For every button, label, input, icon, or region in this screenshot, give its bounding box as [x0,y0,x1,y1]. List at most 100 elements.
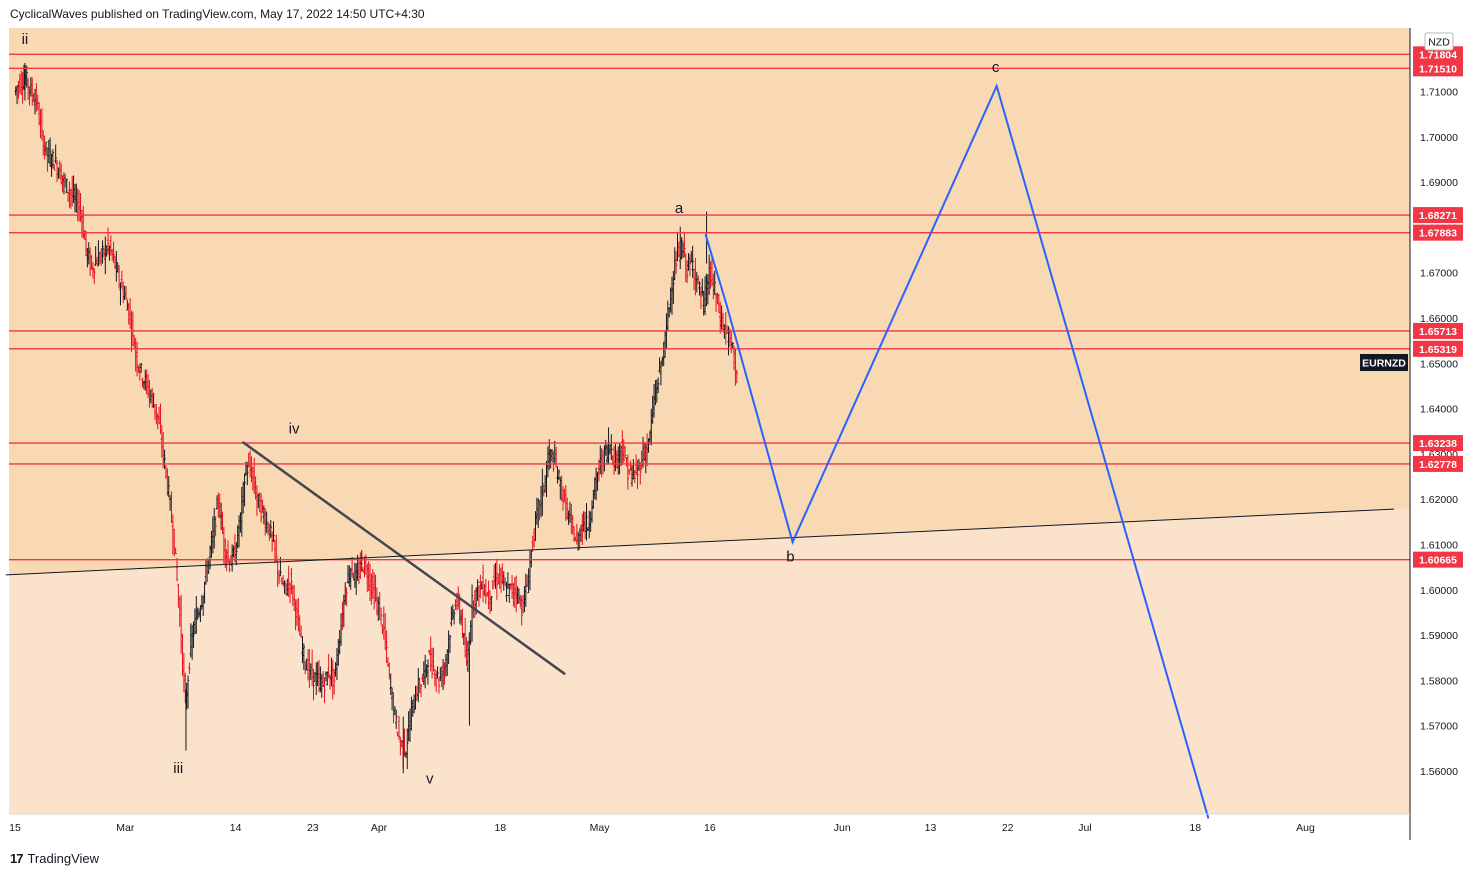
price-tick: 1.61000 [1420,539,1458,551]
candle [269,520,272,538]
candle [490,596,493,612]
candle [54,144,57,164]
candle [275,534,278,562]
time-tick: 18 [494,822,506,834]
price-tick: 1.65000 [1420,358,1458,370]
candle [192,621,195,649]
level-label: 1.62778 [1413,455,1463,472]
level-label: 1.67883 [1413,224,1463,241]
price-tick: 1.69000 [1420,177,1458,189]
candle [470,584,474,642]
level-label-bg [1413,207,1463,224]
candle [520,595,523,626]
candle [432,647,435,672]
candle [25,65,28,88]
level-label: 1.65319 [1413,340,1463,357]
time-tick: Jul [1078,822,1091,834]
level-label-text: 1.62778 [1419,459,1457,471]
candle [437,678,441,694]
candle [484,579,488,605]
candle [292,585,296,612]
time-axis[interactable]: 15 Mar 14 23 Apr 18 May 16 Jun 13 22 Jul 18 Aug [9,822,1315,834]
wave-label: iv [289,420,300,437]
candle [228,559,231,573]
candle [552,450,555,472]
candle [397,715,401,740]
currency-label: NZD [1428,37,1450,49]
level-label-bg [1413,322,1463,339]
candle [65,178,68,194]
candle [656,377,660,394]
candle [585,503,588,541]
candle [124,285,128,300]
candle [713,270,716,296]
level-label-text: 1.71804 [1419,49,1457,61]
candle [476,579,479,601]
candle [112,241,115,264]
candle [372,572,376,610]
candle [199,605,202,622]
time-tick: 23 [307,822,319,834]
level-label-text: 1.63238 [1419,438,1457,450]
price-tick: 1.64000 [1420,404,1458,416]
trendline [242,441,566,675]
candle [680,237,683,260]
tradingview-brand[interactable]: TradingView [27,851,100,866]
level-label-text: 1.65713 [1419,326,1457,338]
price-tick: 1.67000 [1420,268,1458,280]
candle [175,557,179,582]
candle [639,462,642,485]
candle [636,459,639,490]
tradingview-logo-icon[interactable]: 17 [10,851,24,866]
candle [414,685,417,710]
candle [448,634,452,653]
candle [674,250,678,274]
candle [426,659,430,685]
price-tick: 1.57000 [1420,721,1458,733]
level-label-bg [1413,435,1463,452]
level-label-text: 1.67883 [1419,228,1457,240]
candle [163,449,166,470]
candle [345,587,348,607]
price-tick: 1.56000 [1420,766,1458,778]
candle [436,666,439,679]
candle [44,141,48,156]
candle [152,392,155,408]
candle [495,558,499,600]
price-axis[interactable]: 1.56000 1.57000 1.58000 1.59000 1.60000 1.610… [1420,86,1458,778]
price-tick: 1.58000 [1420,675,1458,687]
candle [696,275,700,285]
candle [174,547,177,555]
wave-label: a [675,200,684,217]
horizontal-levels [9,53,1410,561]
time-tick: 13 [925,822,937,834]
price-tick: 1.59000 [1420,630,1458,642]
candle [572,526,576,542]
candle [290,567,293,595]
time-tick: Jun [834,822,851,834]
currency-tag[interactable]: NZD [1424,32,1454,51]
candle [119,282,122,306]
level-label-text: 1.65319 [1419,344,1457,356]
level-label-text: 1.71510 [1419,63,1457,75]
price-tick: 1.62000 [1420,494,1458,506]
candle [628,468,631,475]
candle [53,164,56,171]
candle [541,468,544,516]
time-tick: 22 [1002,822,1014,834]
candle [735,369,738,384]
trendline [5,508,1395,576]
candle [633,470,636,483]
time-tick: 15 [9,822,21,834]
upper-zone [9,28,1410,575]
candle [214,516,217,537]
candle [430,647,434,679]
candle [167,476,170,498]
footer: 17 TradingView [10,851,99,866]
candle [48,137,52,168]
candle [406,728,409,770]
symbol-tag: EURNZD [1360,354,1408,371]
time-tick: Mar [116,822,135,834]
projection-path [704,83,1210,819]
